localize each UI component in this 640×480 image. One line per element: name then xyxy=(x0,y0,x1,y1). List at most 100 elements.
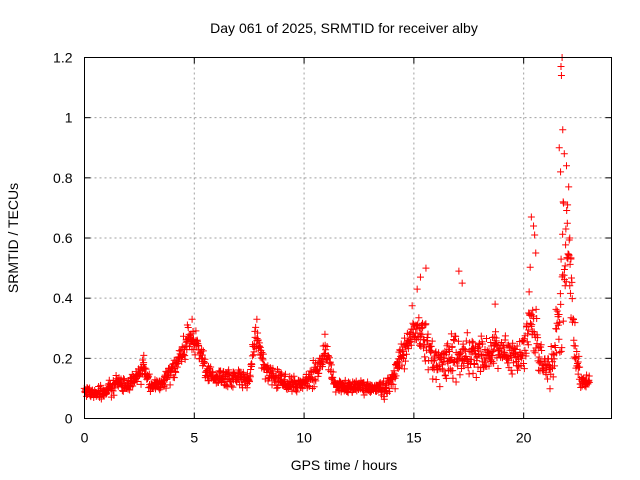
data-point xyxy=(525,326,533,334)
data-point xyxy=(487,339,495,347)
data-point xyxy=(449,367,457,375)
data-point xyxy=(322,346,330,354)
data-point xyxy=(248,352,256,360)
data-point xyxy=(170,374,178,382)
x-tick-label: 5 xyxy=(190,430,198,446)
data-point xyxy=(252,323,260,331)
data-point xyxy=(394,364,402,372)
data-point xyxy=(480,363,488,371)
data-point xyxy=(544,375,552,383)
data-point xyxy=(522,349,530,357)
data-point xyxy=(512,345,520,353)
data-point xyxy=(523,338,531,346)
data-point xyxy=(571,355,579,363)
data-point xyxy=(538,347,546,355)
y-tick-label: 0.2 xyxy=(53,350,73,366)
data-point xyxy=(445,355,453,363)
data-point xyxy=(201,355,209,363)
x-tick-label: 20 xyxy=(516,430,532,446)
data-point xyxy=(418,330,426,338)
data-point xyxy=(449,358,457,366)
data-point xyxy=(246,378,254,386)
data-point xyxy=(532,305,540,313)
data-point xyxy=(179,332,187,340)
data-point xyxy=(391,385,399,393)
data-point xyxy=(329,368,337,376)
data-point xyxy=(552,305,560,313)
data-point xyxy=(462,352,470,360)
data-point xyxy=(413,285,421,293)
data-point xyxy=(140,351,148,359)
data-point xyxy=(189,328,197,336)
data-point xyxy=(488,352,496,360)
y-tick-label: 0.8 xyxy=(53,170,73,186)
data-point xyxy=(315,369,323,377)
data-point xyxy=(454,337,462,345)
data-point xyxy=(144,374,152,382)
data-point xyxy=(341,376,349,384)
data-point xyxy=(412,335,420,343)
data-point xyxy=(248,360,256,368)
data-point xyxy=(520,365,528,373)
data-point xyxy=(477,332,485,340)
data-point xyxy=(441,371,449,379)
data-point xyxy=(428,347,436,355)
data-point xyxy=(254,329,262,337)
data-point xyxy=(380,395,388,403)
data-point xyxy=(525,288,533,296)
data-point xyxy=(551,344,559,352)
data-point xyxy=(526,263,534,271)
data-point xyxy=(188,315,196,323)
data-point xyxy=(440,367,448,375)
data-point xyxy=(566,260,574,268)
data-point xyxy=(520,359,528,367)
data-point xyxy=(254,336,262,344)
data-point xyxy=(492,328,500,336)
x-tick-label: 10 xyxy=(296,430,312,446)
data-point xyxy=(421,353,429,361)
data-point xyxy=(452,378,460,386)
data-point xyxy=(460,362,468,370)
data-point xyxy=(463,329,471,337)
data-point xyxy=(555,144,563,152)
data-point xyxy=(547,342,555,350)
data-point xyxy=(400,365,408,373)
x-tick-label: 15 xyxy=(406,430,422,446)
data-point xyxy=(568,295,576,303)
data-point xyxy=(186,332,194,340)
data-point xyxy=(487,356,495,364)
data-point xyxy=(407,341,415,349)
data-point xyxy=(563,219,571,227)
data-point xyxy=(311,375,319,383)
data-point xyxy=(145,370,153,378)
data-point xyxy=(422,320,430,328)
data-point xyxy=(575,352,583,360)
data-point xyxy=(494,365,502,373)
data-point xyxy=(310,383,318,391)
data-point xyxy=(299,384,307,392)
data-point xyxy=(472,374,480,382)
data-point xyxy=(491,300,499,308)
data-point xyxy=(176,347,184,355)
data-point xyxy=(429,375,437,383)
x-tick-label: 0 xyxy=(81,430,89,446)
data-point xyxy=(569,316,577,324)
data-point xyxy=(386,387,394,395)
data-point xyxy=(534,334,542,342)
data-point xyxy=(110,391,118,399)
data-point xyxy=(325,352,333,360)
data-point xyxy=(456,371,464,379)
data-point xyxy=(556,290,564,298)
data-point xyxy=(528,321,536,329)
y-tick-label: 0.4 xyxy=(53,290,73,306)
data-point xyxy=(574,370,582,378)
data-point xyxy=(467,356,475,364)
data-point xyxy=(508,370,516,378)
data-point xyxy=(229,383,237,391)
data-point xyxy=(447,330,455,338)
x-axis-label: GPS time / hours xyxy=(291,457,398,473)
data-point xyxy=(209,369,217,377)
data-point xyxy=(551,362,559,370)
